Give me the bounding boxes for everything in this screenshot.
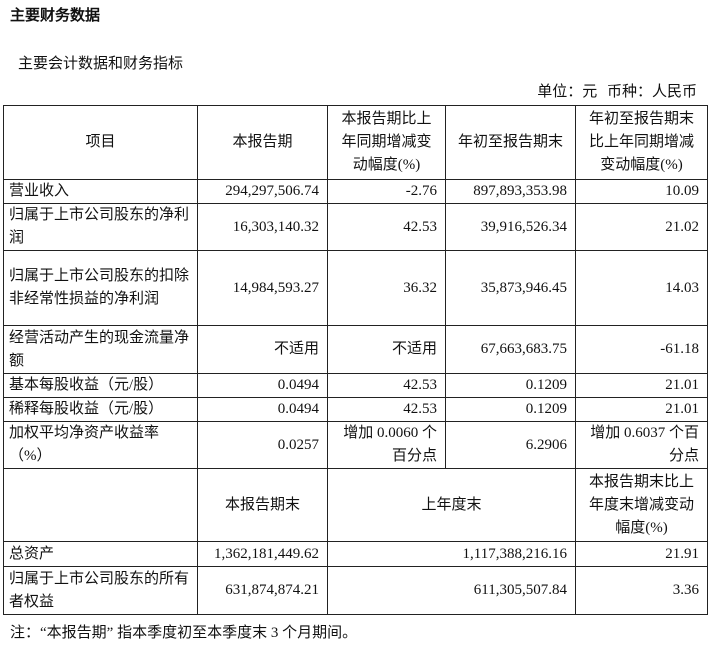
cell: 14.03 (575, 250, 708, 326)
cell: 16,303,140.32 (197, 203, 328, 251)
header-cell: 本报告期 (197, 105, 328, 180)
cell: -2.76 (327, 179, 446, 204)
table-row: 基本每股收益（元/股） 0.0494 42.53 0.1209 21.01 (3, 373, 708, 398)
table-row: 经营活动产生的现金流量净额 不适用 不适用 67,663,683.75 -61.… (3, 325, 708, 374)
cell: 0.0257 (197, 421, 328, 469)
cell: 42.53 (327, 373, 446, 398)
cell: 42.53 (327, 397, 446, 422)
row-label: 归属于上市公司股东的扣除非经常性损益的净利润 (3, 250, 198, 326)
cell: 不适用 (197, 325, 328, 374)
table-header-2: 本报告期末 上年度末 本报告期末比上年度末增减变动幅度(%) (3, 468, 708, 542)
cell: 21.01 (575, 373, 708, 398)
row-label: 营业收入 (3, 179, 198, 204)
cell: 1,362,181,449.62 (197, 541, 328, 567)
cell: 21.02 (575, 203, 708, 251)
financial-table: 项目 本报告期 本报告期比上年同期增减变动幅度(%) 年初至报告期末 年初至报告… (3, 105, 708, 615)
cell: 294,297,506.74 (197, 179, 328, 204)
row-label: 稀释每股收益（元/股） (3, 397, 198, 422)
cell: 42.53 (327, 203, 446, 251)
row-label: 加权平均净资产收益率（%） (3, 421, 198, 469)
table-row: 总资产 1,362,181,449.62 1,117,388,216.16 21… (3, 541, 708, 567)
cell: 10.09 (575, 179, 708, 204)
header-cell: 本报告期末比上年度末增减变动幅度(%) (575, 468, 708, 542)
header-cell: 上年度末 (327, 468, 576, 542)
footnote: 注：“本报告期” 指本季度初至本季度末 3 个月期间。 (10, 625, 358, 641)
table-row: 稀释每股收益（元/股） 0.0494 42.53 0.1209 21.01 (3, 397, 708, 422)
table-row: 归属于上市公司股东的净利润 16,303,140.32 42.53 39,916… (3, 203, 708, 251)
row-label: 归属于上市公司股东的净利润 (3, 203, 198, 251)
row-label: 基本每股收益（元/股） (3, 373, 198, 398)
cell: -61.18 (575, 325, 708, 374)
row-label: 归属于上市公司股东的所有者权益 (3, 566, 198, 615)
cell: 39,916,526.34 (445, 203, 576, 251)
unit-label: 单位：元 币种：人民币 (537, 84, 697, 100)
section-subtitle: 主要会计数据和财务指标 (18, 56, 184, 72)
cell: 14,984,593.27 (197, 250, 328, 326)
cell: 增加 0.6037 个百分点 (575, 421, 708, 469)
cell: 35,873,946.45 (445, 250, 576, 326)
header-cell: 本报告期末 (197, 468, 328, 542)
table-row: 营业收入 294,297,506.74 -2.76 897,893,353.98… (3, 179, 708, 204)
header-cell: 年初至报告期末比上年同期增减变动幅度(%) (575, 105, 708, 180)
header-cell: 项目 (3, 105, 198, 180)
cell: 21.01 (575, 397, 708, 422)
section-title: 主要财务数据 (10, 8, 101, 24)
cell: 6.2906 (445, 421, 576, 469)
cell: 21.91 (575, 541, 708, 567)
header-cell (3, 468, 198, 542)
cell: 631,874,874.21 (197, 566, 328, 615)
cell: 不适用 (327, 325, 446, 374)
cell: 0.0494 (197, 397, 328, 422)
header-cell: 年初至报告期末 (445, 105, 576, 180)
cell: 897,893,353.98 (445, 179, 576, 204)
cell: 1,117,388,216.16 (327, 541, 576, 567)
cell: 0.1209 (445, 397, 576, 422)
table-header: 项目 本报告期 本报告期比上年同期增减变动幅度(%) 年初至报告期末 年初至报告… (3, 105, 708, 180)
table-row: 归属于上市公司股东的扣除非经常性损益的净利润 14,984,593.27 36.… (3, 250, 708, 326)
cell: 3.36 (575, 566, 708, 615)
row-label: 经营活动产生的现金流量净额 (3, 325, 198, 374)
table-row: 归属于上市公司股东的所有者权益 631,874,874.21 611,305,5… (3, 566, 708, 615)
cell: 611,305,507.84 (327, 566, 576, 615)
cell: 增加 0.0060 个百分点 (327, 421, 446, 469)
cell: 0.0494 (197, 373, 328, 398)
header-cell: 本报告期比上年同期增减变动幅度(%) (327, 105, 446, 180)
cell: 36.32 (327, 250, 446, 326)
cell: 0.1209 (445, 373, 576, 398)
table-row: 加权平均净资产收益率（%） 0.0257 增加 0.0060 个百分点 6.29… (3, 421, 708, 469)
row-label: 总资产 (3, 541, 198, 567)
cell: 67,663,683.75 (445, 325, 576, 374)
